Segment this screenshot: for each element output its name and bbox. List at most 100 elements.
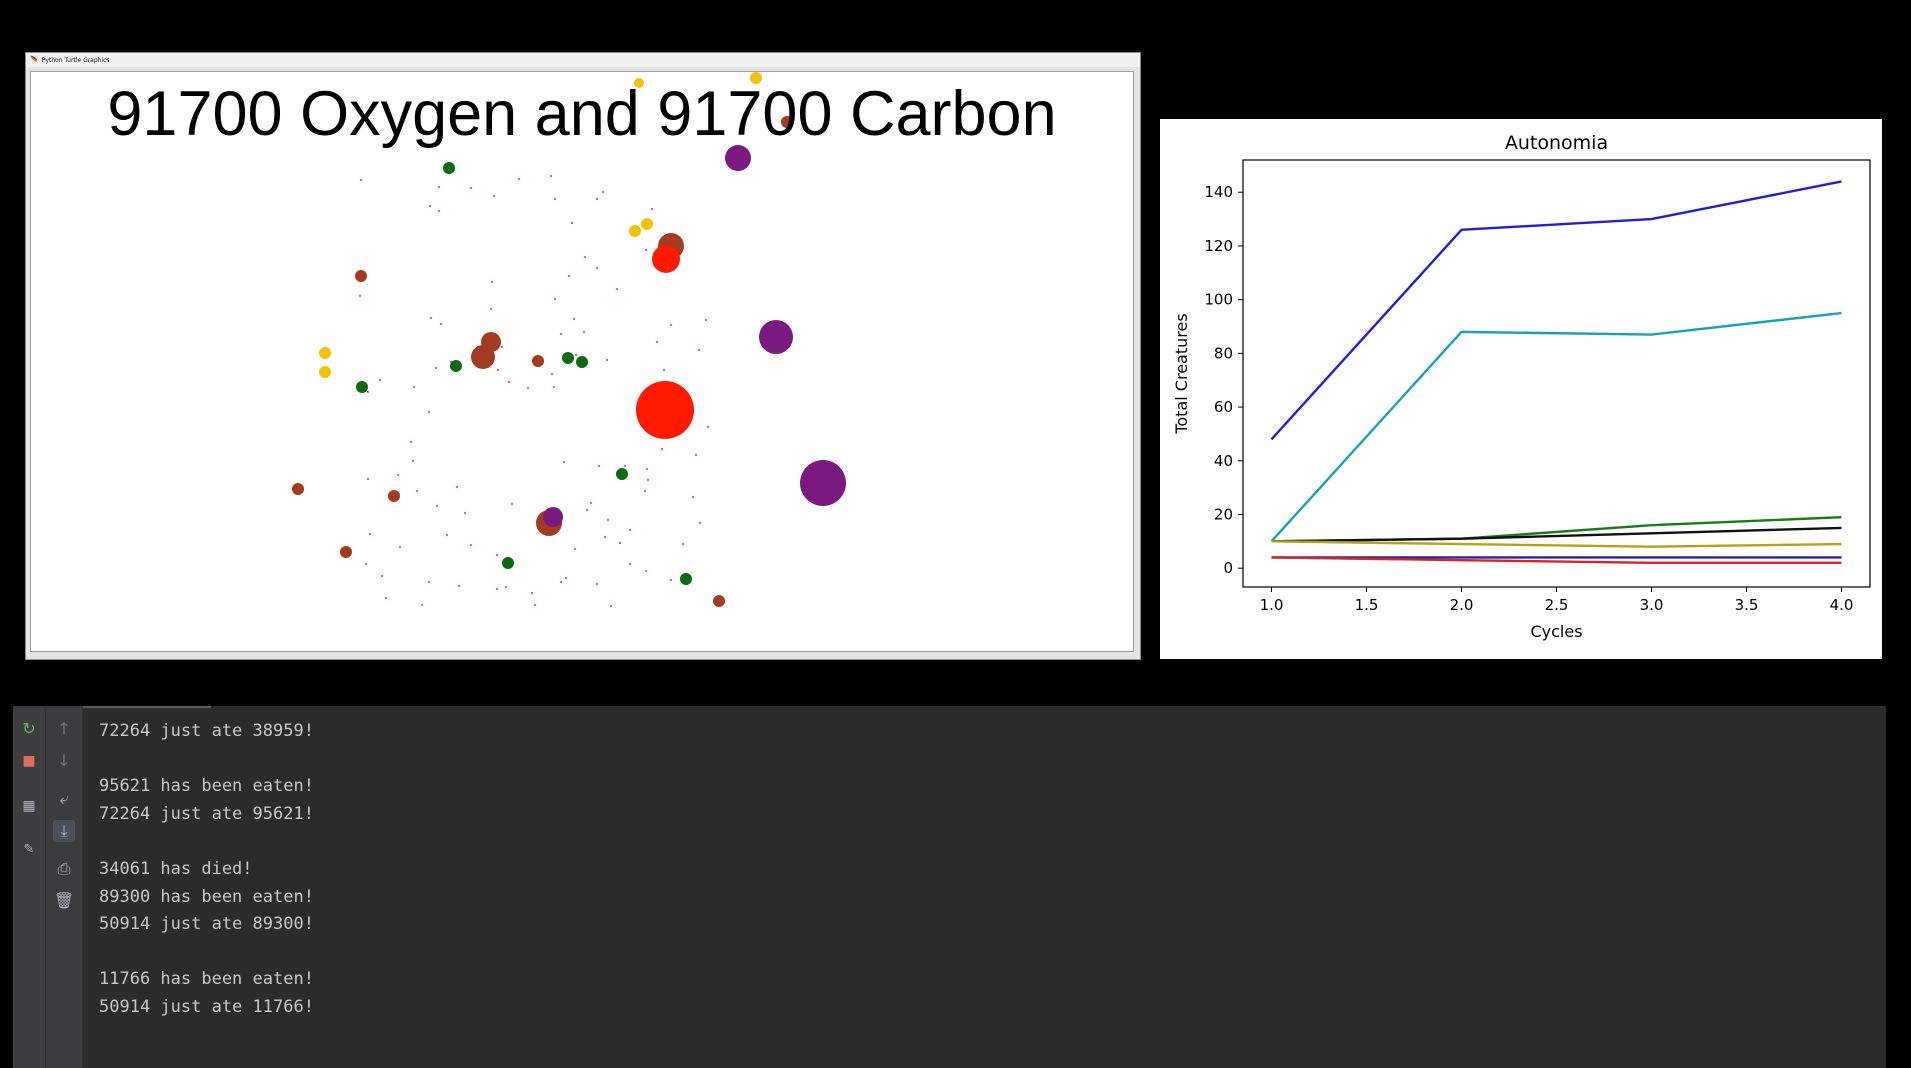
dust-particle: [510, 502, 514, 506]
stop-icon[interactable]: ■: [22, 753, 36, 769]
y-tick-label: 140: [1204, 183, 1233, 201]
dust-particle: [437, 209, 441, 213]
y-tick-label: 0: [1223, 559, 1233, 577]
console-blank-line: [99, 746, 314, 774]
dust-particle: [429, 316, 433, 320]
dust-particle: [603, 535, 607, 539]
dust-particle: [490, 280, 494, 284]
dust-particle: [549, 174, 553, 178]
brown-creature: [532, 355, 544, 367]
yellow-creature: [319, 366, 331, 378]
brown-creature: [471, 345, 495, 369]
console-toolbar-right: ↑ ↓ ⤶ ⤓ ⎙ 🗑: [46, 706, 83, 1068]
dust-particle: [437, 185, 441, 189]
simulation-canvas: [292, 72, 846, 608]
console-blank-line: [99, 939, 314, 967]
turtle-canvas: 91700 Oxygen and 91700 Carbon: [30, 71, 1134, 652]
dust-particle: [572, 317, 576, 321]
y-tick-label: 120: [1204, 237, 1233, 255]
red-creature: [652, 245, 680, 273]
dust-particle: [552, 385, 556, 389]
dust-particle: [644, 248, 648, 252]
print-icon[interactable]: ⎙: [57, 859, 71, 878]
dust-particle: [553, 297, 557, 301]
yellow-creature: [641, 218, 653, 230]
scroll-to-end-icon[interactable]: ⤓: [53, 820, 75, 842]
dust-particle: [368, 532, 372, 536]
dust-particle: [489, 307, 493, 311]
dust-particle: [585, 508, 589, 512]
scroll-up-icon[interactable]: ↑: [57, 719, 71, 738]
series-line-4: [1271, 540, 1842, 548]
y-tick-label: 80: [1214, 344, 1233, 362]
y-tick-label: 60: [1214, 398, 1233, 416]
dust-particle: [559, 332, 563, 336]
y-tick-label: 100: [1204, 291, 1233, 309]
dust-particle: [589, 501, 593, 505]
dust-particle: [597, 464, 601, 468]
yellow-creature: [319, 347, 331, 359]
dust-particle: [691, 495, 695, 499]
green-creature: [450, 360, 462, 372]
yellow-creature: [634, 78, 644, 88]
dust-particle: [595, 197, 599, 201]
x-tick-label: 2.0: [1450, 596, 1474, 614]
dust-particle: [434, 366, 438, 370]
x-tick-label: 4.0: [1830, 596, 1854, 614]
run-console: ↻ ■ ▦ ✎ ↑ ↓ ⤶ ⤓ ⎙ 🗑 72264 just ate 38959…: [13, 706, 1886, 1068]
dust-particle: [411, 459, 415, 463]
window-title: Python Turtle Graphics: [41, 57, 110, 64]
dust-particle: [366, 477, 370, 481]
brown-creature: [388, 490, 400, 502]
yellow-creature: [750, 72, 762, 84]
x-tick-label: 2.5: [1545, 596, 1569, 614]
dust-particle: [662, 368, 666, 372]
dust-particle: [420, 603, 424, 607]
series-line-3: [1271, 526, 1842, 543]
brown-creature: [713, 595, 725, 607]
dust-particle: [669, 578, 673, 582]
rerun-icon[interactable]: ↻: [22, 719, 36, 738]
dust-particle: [645, 467, 649, 471]
dust-particle: [358, 294, 362, 298]
dust-particle: [435, 504, 439, 508]
dust-particle: [396, 473, 400, 477]
dust-particle: [601, 190, 605, 194]
dust-particle: [533, 603, 537, 607]
console-output[interactable]: 72264 just ate 38959! 95621 has been eate…: [99, 718, 314, 1022]
dust-particle: [660, 447, 664, 451]
x-tick-label: 3.0: [1640, 596, 1664, 614]
console-line: 95621 has been eaten!: [99, 776, 314, 797]
chart-title: Autonomia: [1505, 132, 1608, 154]
dust-particle: [595, 582, 599, 586]
purple-creature: [725, 145, 751, 171]
green-creature: [443, 162, 455, 174]
layout-icon[interactable]: ▦: [22, 798, 36, 814]
dust-particle: [398, 545, 402, 549]
window-titlebar[interactable]: 🪶 Python Turtle Graphics: [26, 53, 1140, 67]
dust-particle: [550, 372, 554, 376]
dust-particle: [704, 318, 708, 322]
dust-particle: [409, 440, 413, 444]
line-chart: Autonomia Cycles Total Creatures 1.0 1.5 2.0 2…: [1172, 132, 1871, 641]
dust-particle: [504, 585, 508, 589]
dust-particle: [628, 528, 632, 532]
dust-particle: [697, 348, 701, 352]
dust-particle: [698, 521, 702, 525]
dust-particle: [415, 489, 419, 493]
trash-icon[interactable]: 🗑: [53, 891, 75, 910]
console-toolbar-left: ↻ ■ ▦ ✎: [13, 706, 46, 1068]
soft-wrap-icon[interactable]: ⤶: [59, 789, 69, 808]
dust-particle: [646, 478, 650, 482]
dust-particle: [567, 274, 571, 278]
dust-particle: [496, 368, 500, 372]
series-line-0: [1270, 180, 1842, 441]
dust-particle: [359, 178, 363, 182]
dust-particle: [378, 378, 382, 382]
pin-icon[interactable]: ✎: [23, 842, 35, 857]
dust-particle: [644, 569, 648, 573]
scroll-down-icon[interactable]: ↓: [57, 751, 71, 770]
dust-particle: [623, 464, 627, 468]
dust-particle: [618, 541, 622, 545]
green-creature: [616, 468, 628, 480]
